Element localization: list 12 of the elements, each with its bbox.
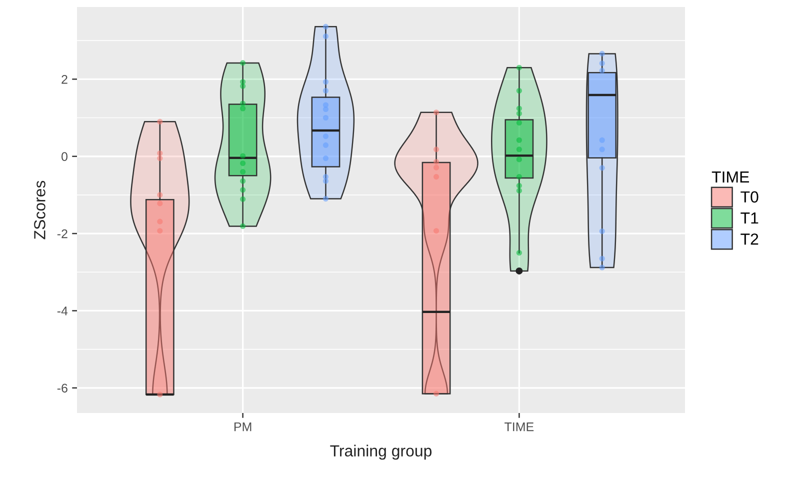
- legend-label: T0: [740, 191, 758, 203]
- y-tick-label: -4: [57, 306, 68, 316]
- legend-label: T2: [740, 233, 758, 245]
- legend-title: TIME: [712, 172, 749, 183]
- y-axis-title: ZScores: [34, 180, 46, 240]
- x-tick-label: PM: [234, 422, 252, 432]
- legend-label: T1: [740, 212, 758, 224]
- y-tick-label: -2: [57, 229, 68, 238]
- y-tick-label: 2: [62, 74, 68, 84]
- x-axis-title: Training group: [330, 444, 432, 460]
- y-tick-label: -6: [57, 384, 68, 393]
- y-tick-label: 0: [62, 152, 68, 162]
